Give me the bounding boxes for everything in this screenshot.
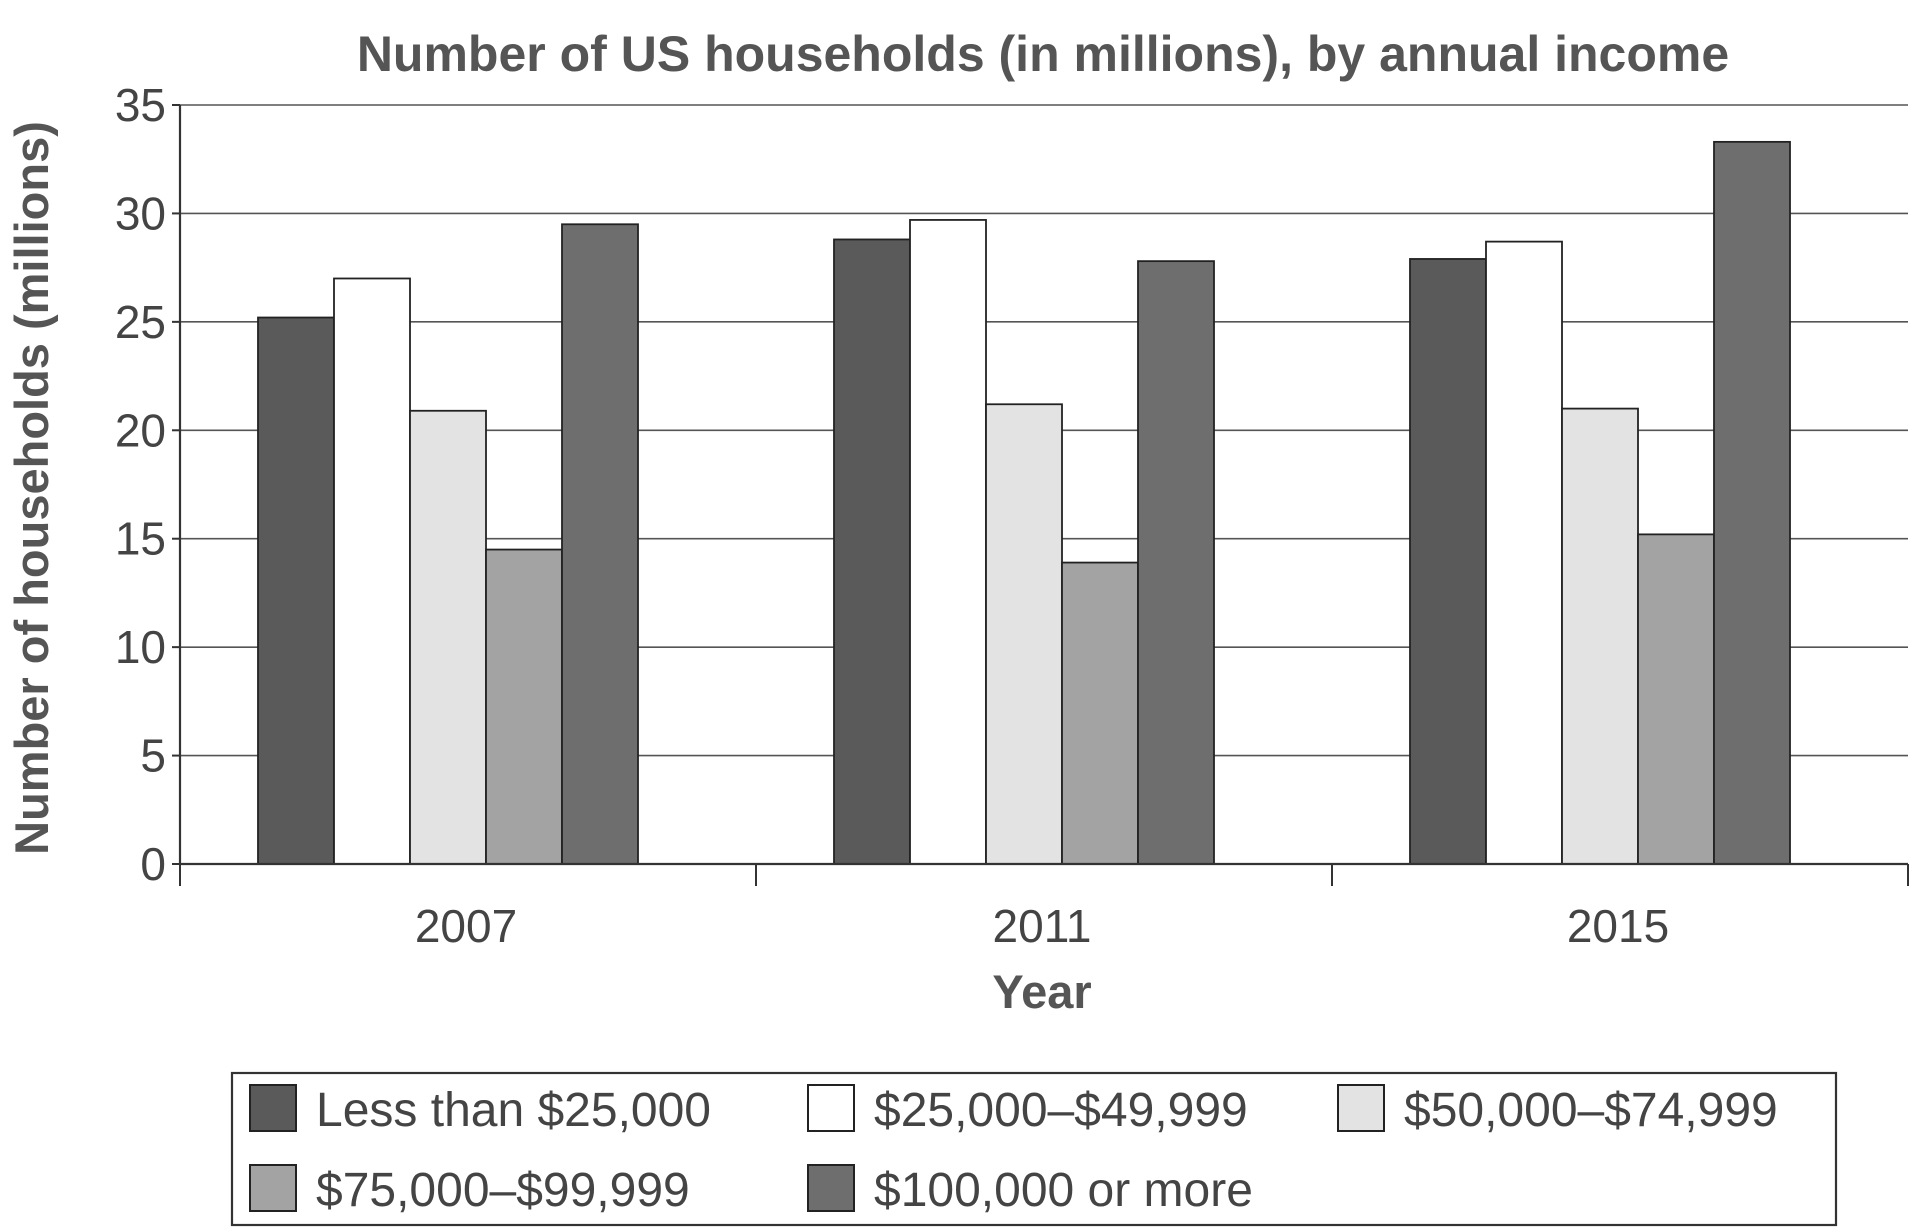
y-tick-label: 25: [115, 296, 166, 348]
y-tick-label: 20: [115, 404, 166, 456]
y-axis-ticks: 0 5 10 15 20 25 30 35: [115, 79, 180, 890]
y-tick-label: 30: [115, 187, 166, 239]
x-axis-label: Year: [992, 965, 1091, 1018]
bar-2007-series-4: [485, 548, 563, 865]
legend-label: $50,000–$74,999: [1404, 1084, 1778, 1137]
bar-2015-series-5: [1713, 140, 1791, 865]
legend-swatch: [249, 1084, 297, 1132]
y-tick-label: 35: [115, 79, 166, 131]
x-tick-label: 2007: [415, 900, 517, 952]
bar-2011-series-1: [833, 238, 911, 865]
bar-2015-series-2: [1485, 240, 1563, 865]
legend-swatch: [807, 1084, 855, 1132]
legend-label: $75,000–$99,999: [316, 1164, 690, 1217]
bar-2011-series-5: [1137, 260, 1215, 865]
x-tick-label: 2011: [993, 900, 1092, 952]
legend-label: $25,000–$49,999: [874, 1084, 1248, 1137]
legend-swatch: [1337, 1084, 1385, 1132]
bar-2015-series-3: [1561, 407, 1639, 865]
bars: [257, 140, 1791, 865]
bar-2011-series-3: [985, 403, 1063, 865]
legend-swatch: [249, 1164, 297, 1212]
bar-2007-series-2: [333, 277, 411, 865]
bar-2011-series-2: [909, 219, 987, 865]
axes: [178, 105, 1908, 866]
bar-2015-series-1: [1409, 258, 1487, 865]
y-axis-label: Number of households (millions): [5, 121, 58, 855]
bar-2007-series-1: [257, 316, 335, 865]
chart-title: Number of US households (in millions), b…: [357, 26, 1729, 82]
legend-label: Less than $25,000: [316, 1084, 711, 1137]
y-tick-label: 0: [140, 838, 166, 890]
x-axis-ticks: 2007 2011 2015: [179, 864, 1909, 952]
y-tick-label: 5: [140, 730, 166, 782]
legend-swatch: [807, 1164, 855, 1212]
bar-2007-series-5: [561, 223, 639, 865]
legend-box: [230, 1071, 1838, 1227]
x-tick-label: 2015: [1567, 900, 1669, 952]
bar-2011-series-4: [1061, 561, 1139, 865]
bar-2007-series-3: [409, 409, 487, 865]
legend: Less than $25,000 $25,000–$49,999 $50,000–…: [230, 1071, 1838, 1227]
bar-2015-series-4: [1637, 533, 1715, 865]
y-tick-label: 10: [115, 621, 166, 673]
legend-label: $100,000 or more: [874, 1164, 1253, 1217]
y-tick-label: 15: [115, 513, 166, 565]
